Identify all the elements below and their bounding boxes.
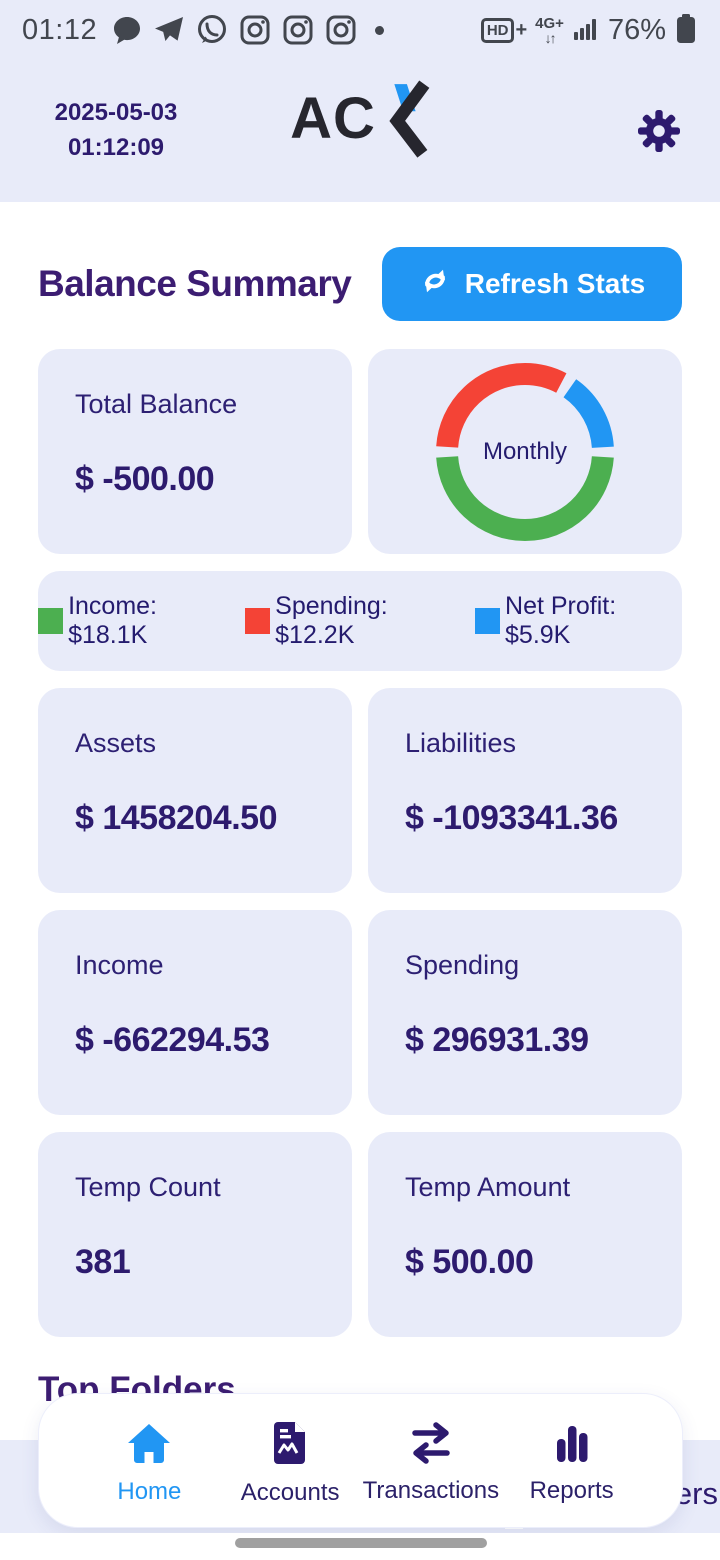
donut-chart-svg [436,362,614,541]
settings-gear-icon[interactable] [638,110,680,152]
stat-value: $ 1458204.50 [75,799,277,837]
stat-card-income: Income $ -662294.53 [38,910,352,1115]
header-date: 2025-05-03 [54,99,178,127]
status-bar: 01:12 HD + 4G+ ↓↑ [0,0,720,60]
stat-label: Total Balance [75,389,238,419]
page-title: Balance Summary [38,263,352,304]
header-time: 01:12:09 [67,134,165,161]
refresh-stats-button[interactable]: Refresh Stats [382,247,682,321]
app-logo: AC [290,78,430,158]
refresh-button-label: Refresh Stats [464,268,646,299]
main-content: Balance Summary Refresh Stats Total Bala… [0,202,720,1410]
monthly-donut-chart: Monthly [368,349,682,554]
camera-app-icon [238,13,272,47]
stat-value: $ 296931.39 [405,1021,589,1059]
stat-card-assets: Assets $ 1458204.50 [38,688,352,893]
legend-item-net-profit: Net Profit: $5.9K [474,592,682,650]
nav-label: Accounts [240,1479,340,1506]
stat-card-temp-amount: Temp Amount $ 500.00 [368,1132,682,1337]
header-datetime: 2025-05-03 01:12:09 [36,96,196,166]
stat-card-temp-count: Temp Count 381 [38,1132,352,1337]
nav-item-transactions[interactable]: Transactions [361,1416,502,1505]
nav-label: Transactions [362,1477,500,1504]
stat-label: Temp Count [75,1172,221,1202]
stat-label: Liabilities [405,728,517,758]
spending-swatch-icon [245,608,271,634]
hd-plus-icon: HD + [480,17,527,43]
transfer-arrows-icon [405,1422,457,1469]
stat-label: Income [75,950,164,980]
bar-chart-icon [550,1422,594,1469]
nav-item-reports[interactable]: Reports [501,1416,642,1505]
camera-app-icon [281,13,315,47]
nav-label: Home [117,1478,182,1505]
stat-label: Spending [405,950,520,980]
refresh-icon [419,265,451,304]
whatsapp-icon [195,13,229,47]
nav-item-home[interactable]: Home [79,1415,220,1506]
camera-app-icon [324,13,358,47]
income-swatch-icon [38,608,64,634]
chat-bubble-icon [111,14,143,46]
telegram-icon [152,14,186,46]
accounts-file-icon [270,1420,310,1471]
battery-icon [674,11,698,50]
stat-card-total-balance: Total Balance $ -500.00 [38,349,352,554]
signal-bars-icon [572,14,600,47]
stat-card-spending: Spending $ 296931.39 [368,910,682,1115]
logo-k-icon [389,80,430,158]
legend-item-spending: Spending: $12.2K [245,592,467,650]
legend-item-income: Income: $18.1K [38,592,237,650]
logo-text: AC [290,85,376,151]
stat-value: $ 500.00 [405,1243,534,1281]
stat-value: $ -1093341.36 [405,799,618,837]
stat-label: Temp Amount [405,1172,571,1202]
nav-item-accounts[interactable]: Accounts [220,1414,361,1507]
stat-card-liabilities: Liabilities $ -1093341.36 [368,688,682,893]
stat-label: Assets [75,728,157,758]
home-icon [125,1421,173,1470]
stat-value: 381 [75,1243,131,1281]
battery-percent: 76% [607,13,666,46]
net-profit-swatch-icon [474,608,501,634]
status-time: 01:12 [22,13,98,46]
home-indicator-bar[interactable] [235,1538,487,1548]
notification-dot-icon [375,25,385,35]
chart-legend: Income: $18.1K Spending: $12.2K Net Prof… [38,571,682,671]
network-4g-icon: 4G+ ↓↑ [535,14,564,46]
bottom-navigation: Home Accounts Transactions [38,1393,683,1528]
chart-center-label: Monthly [482,437,568,465]
stat-value: $ -500.00 [75,460,215,498]
nav-label: Reports [529,1477,614,1504]
app-header: 2025-05-03 01:12:09 AC [0,60,720,202]
stat-value: $ -662294.53 [75,1021,270,1059]
